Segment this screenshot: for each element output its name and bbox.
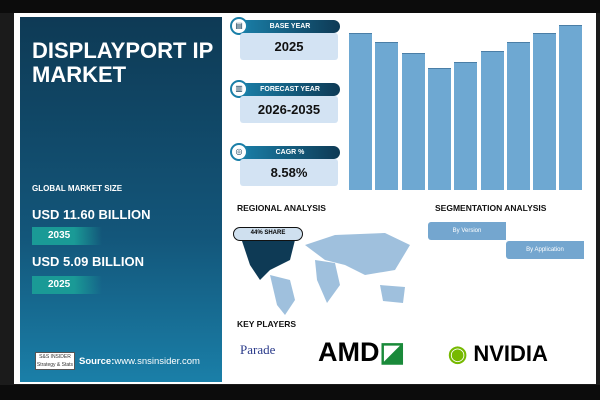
forecast-value: USD 11.60 BILLION xyxy=(32,207,151,222)
bottom-bar xyxy=(0,385,600,400)
chart-bar xyxy=(559,25,583,190)
australia-region xyxy=(380,285,405,303)
chart-bar xyxy=(533,33,557,190)
nvidia-eye-icon: ◉ xyxy=(448,341,474,366)
chart-bar xyxy=(375,42,399,190)
nvidia-logo-text: NVIDIA xyxy=(473,341,548,366)
growth-icon: ◎ xyxy=(230,143,248,161)
stat-value: 2026-2035 xyxy=(240,96,338,123)
stat-label: BASE YEAR xyxy=(240,20,340,33)
base-value: USD 5.09 BILLION xyxy=(32,254,144,269)
chart-bar xyxy=(349,33,372,190)
source-label: Source: xyxy=(79,355,115,367)
segment-by-application[interactable]: By Application xyxy=(506,241,584,259)
forecast-year-badge: 2035 xyxy=(32,227,102,245)
chart-bar xyxy=(480,51,504,190)
source-url[interactable]: www.snsinsider.com xyxy=(114,355,200,367)
stat-label: CAGR % xyxy=(240,146,340,159)
eurasia-region xyxy=(305,233,410,275)
amd-logo-text: AMD xyxy=(318,337,380,367)
nvidia-logo: ◉ NVIDIA xyxy=(448,341,548,367)
key-players-title: KEY PLAYERS xyxy=(237,319,297,329)
chart-bar xyxy=(454,62,478,190)
africa-region xyxy=(315,260,340,303)
chart-bar xyxy=(401,53,425,190)
top-bar xyxy=(0,0,600,13)
segment-by-version[interactable]: By Version xyxy=(428,222,506,240)
north-america-region xyxy=(240,230,295,280)
world-map xyxy=(240,230,410,315)
amd-arrow-icon: ◪ xyxy=(379,337,406,367)
share-callout: 44% SHARE xyxy=(233,227,303,241)
regional-title: REGIONAL ANALYSIS xyxy=(237,203,326,213)
page-title: DISPLAYPORT IP MARKET xyxy=(32,38,213,87)
chart-bar xyxy=(427,68,451,190)
parade-logo: Parade xyxy=(240,342,276,357)
stat-label: FORECAST YEAR xyxy=(240,83,340,96)
source: S&S INSIDER Strategy & Stats Source:www.… xyxy=(35,352,200,370)
base-year-badge: 2025 xyxy=(32,276,102,294)
amd-logo: AMD◪ xyxy=(318,337,405,368)
stat-value: 2025 xyxy=(240,33,338,60)
summary-panel: DISPLAYPORT IP MARKET GLOBAL MARKET SIZE… xyxy=(20,17,222,382)
chart-icon: ▥ xyxy=(230,80,248,98)
stat-value: 8.58% xyxy=(240,159,338,186)
segmentation-title: SEGMENTATION ANALYSIS xyxy=(435,203,547,213)
south-america-region xyxy=(270,275,295,315)
chart-bar xyxy=(506,42,530,190)
document-icon: ▤ xyxy=(230,17,248,35)
market-size-label: GLOBAL MARKET SIZE xyxy=(32,184,123,193)
sns-insider-logo: S&S INSIDER Strategy & Stats xyxy=(35,352,75,370)
